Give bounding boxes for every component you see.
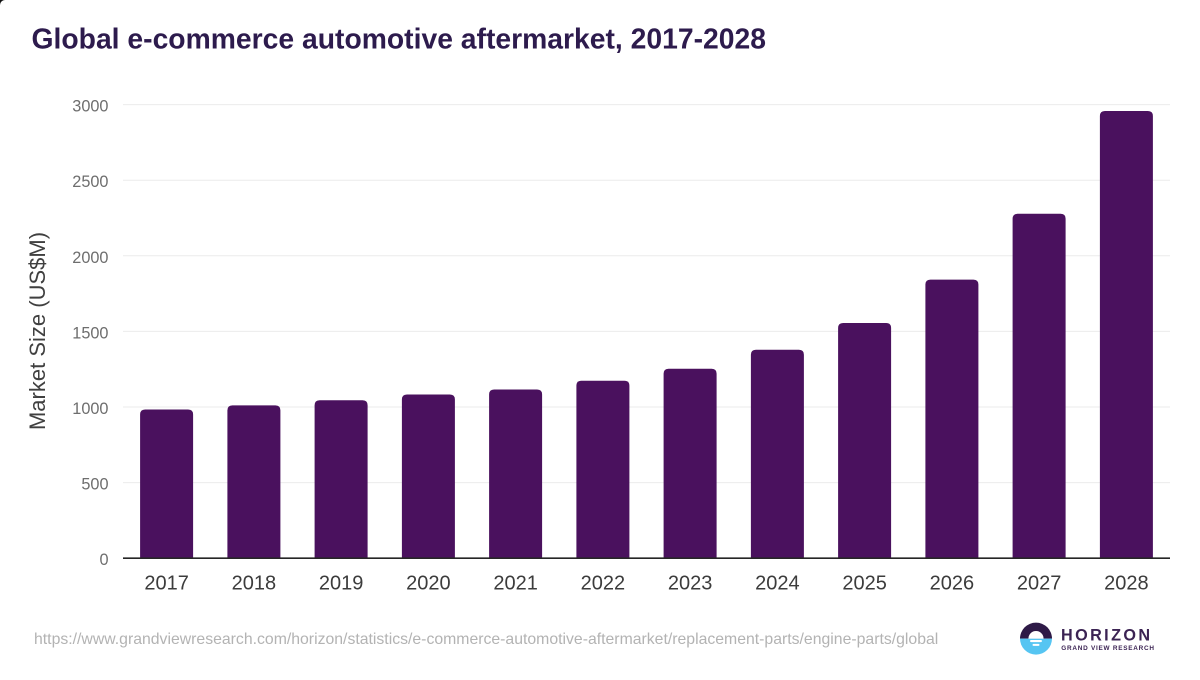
svg-text:2027: 2027 [1017, 573, 1062, 595]
svg-text:2025: 2025 [842, 573, 887, 595]
svg-text:0: 0 [99, 551, 108, 569]
svg-text:2017: 2017 [144, 573, 189, 595]
svg-text:2024: 2024 [755, 573, 800, 595]
svg-text:500: 500 [81, 476, 108, 494]
svg-text:3000: 3000 [72, 98, 108, 116]
svg-text:HORIZON: HORIZON [1061, 627, 1152, 645]
svg-text:2500: 2500 [72, 173, 108, 191]
svg-text:2000: 2000 [72, 249, 108, 267]
svg-text:2022: 2022 [581, 573, 626, 595]
svg-text:1000: 1000 [72, 400, 108, 418]
svg-text:1500: 1500 [72, 324, 108, 342]
svg-text:2028: 2028 [1104, 573, 1149, 595]
svg-text:2021: 2021 [493, 573, 538, 595]
svg-text:2023: 2023 [668, 573, 713, 595]
svg-text:2026: 2026 [930, 573, 975, 595]
svg-text:2019: 2019 [319, 573, 364, 595]
svg-text:2020: 2020 [406, 573, 451, 595]
svg-text:Global e-commerce automotive a: Global e-commerce automotive aftermarket… [32, 23, 766, 55]
svg-text:2018: 2018 [232, 573, 277, 595]
svg-text:Market Size (US$M): Market Size (US$M) [25, 232, 50, 430]
svg-text:https://www.grandviewresearch.: https://www.grandviewresearch.com/horizo… [34, 631, 938, 648]
svg-text:GRAND VIEW RESEARCH: GRAND VIEW RESEARCH [1061, 645, 1154, 652]
